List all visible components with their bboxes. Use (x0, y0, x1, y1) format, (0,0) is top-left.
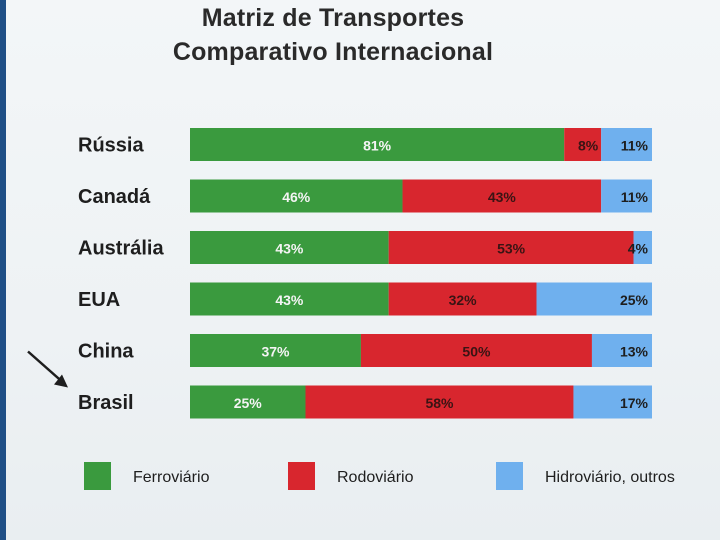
legend-swatch-hidroviario-outros (496, 462, 523, 490)
chart-subtitle: Comparativo Internacional (172, 38, 494, 66)
bar-brasil-hidroviario-outros (573, 385, 652, 419)
data-label-eua-ferroviario: 43% (275, 292, 304, 308)
data-label-russia-rodoviario: 8% (578, 138, 599, 154)
bar-russia-hidroviario-outros (601, 128, 652, 161)
data-label-canada-rodoviario: 43% (488, 189, 517, 205)
legend-swatch-rodoviario (288, 462, 315, 490)
bar-eua-ferroviario (190, 282, 389, 316)
legend-label-ferroviario: Ferroviário (133, 469, 210, 486)
category-label-eua: EUA (78, 289, 120, 311)
category-label-russia: Rússia (78, 135, 144, 157)
bar-china-ferroviario (190, 334, 361, 367)
data-label-china-ferroviario: 37% (261, 344, 290, 360)
data-label-eua-rodoviario: 32% (449, 292, 478, 308)
data-label-brasil-ferroviario: 25% (234, 395, 263, 411)
data-label-china-hidroviario-outros: 13% (620, 344, 649, 360)
legend-swatch-ferroviario (84, 462, 111, 490)
bar-australia-hidroviario-outros (633, 231, 652, 264)
category-label-canada: Canadá (78, 186, 151, 208)
data-label-brasil-rodoviario: 58% (425, 395, 454, 411)
bar-eua-hidroviario-outros (536, 282, 652, 316)
bar-australia-ferroviario (190, 231, 389, 264)
data-label-brasil-hidroviario-outros: 17% (620, 395, 649, 411)
highlight-arrow-shaft (27, 350, 63, 383)
bar-canada-ferroviario (190, 179, 403, 213)
bar-china-rodoviario (360, 334, 592, 367)
chart-title: Matriz de Transportes (201, 4, 465, 32)
category-label-australia: Austrália (78, 238, 164, 260)
category-label-china: China (78, 341, 134, 363)
bar-russia-ferroviario (190, 128, 565, 161)
data-label-eua-hidroviario-outros: 25% (620, 292, 649, 308)
bar-canada-hidroviario-outros (601, 179, 652, 213)
bar-eua-rodoviario (388, 282, 537, 316)
data-label-canada-ferroviario: 46% (282, 189, 311, 205)
data-label-china-rodoviario: 50% (462, 344, 491, 360)
legend-label-rodoviario: Rodoviário (337, 469, 414, 486)
data-label-russia-ferroviario: 81% (363, 138, 392, 154)
bar-australia-rodoviario (388, 231, 634, 264)
data-label-russia-hidroviario-outros: 11% (621, 138, 649, 154)
data-label-australia-ferroviario: 43% (275, 241, 304, 257)
bar-russia-rodoviario (564, 128, 602, 161)
slide: Matriz de Transportes Comparativo Intern… (6, 0, 720, 540)
data-label-australia-hidroviario-outros: 4% (628, 241, 649, 257)
highlight-arrow-icon (54, 374, 68, 388)
data-label-australia-rodoviario: 53% (497, 241, 526, 257)
bar-canada-rodoviario (402, 179, 602, 213)
data-label-canada-hidroviario-outros: 11% (621, 189, 649, 205)
stacked-bar-chart: Rússia 81% 8% 11% Canadá 46% 43% 11% Austrália 43… (27, 128, 675, 490)
legend-label-hidroviario-outros: Hidroviário, outros (545, 469, 675, 486)
bar-china-hidroviario-outros (591, 334, 652, 367)
bar-brasil-rodoviario (305, 385, 574, 419)
category-label-brasil: Brasil (78, 392, 134, 414)
bar-brasil-ferroviario (190, 385, 306, 419)
